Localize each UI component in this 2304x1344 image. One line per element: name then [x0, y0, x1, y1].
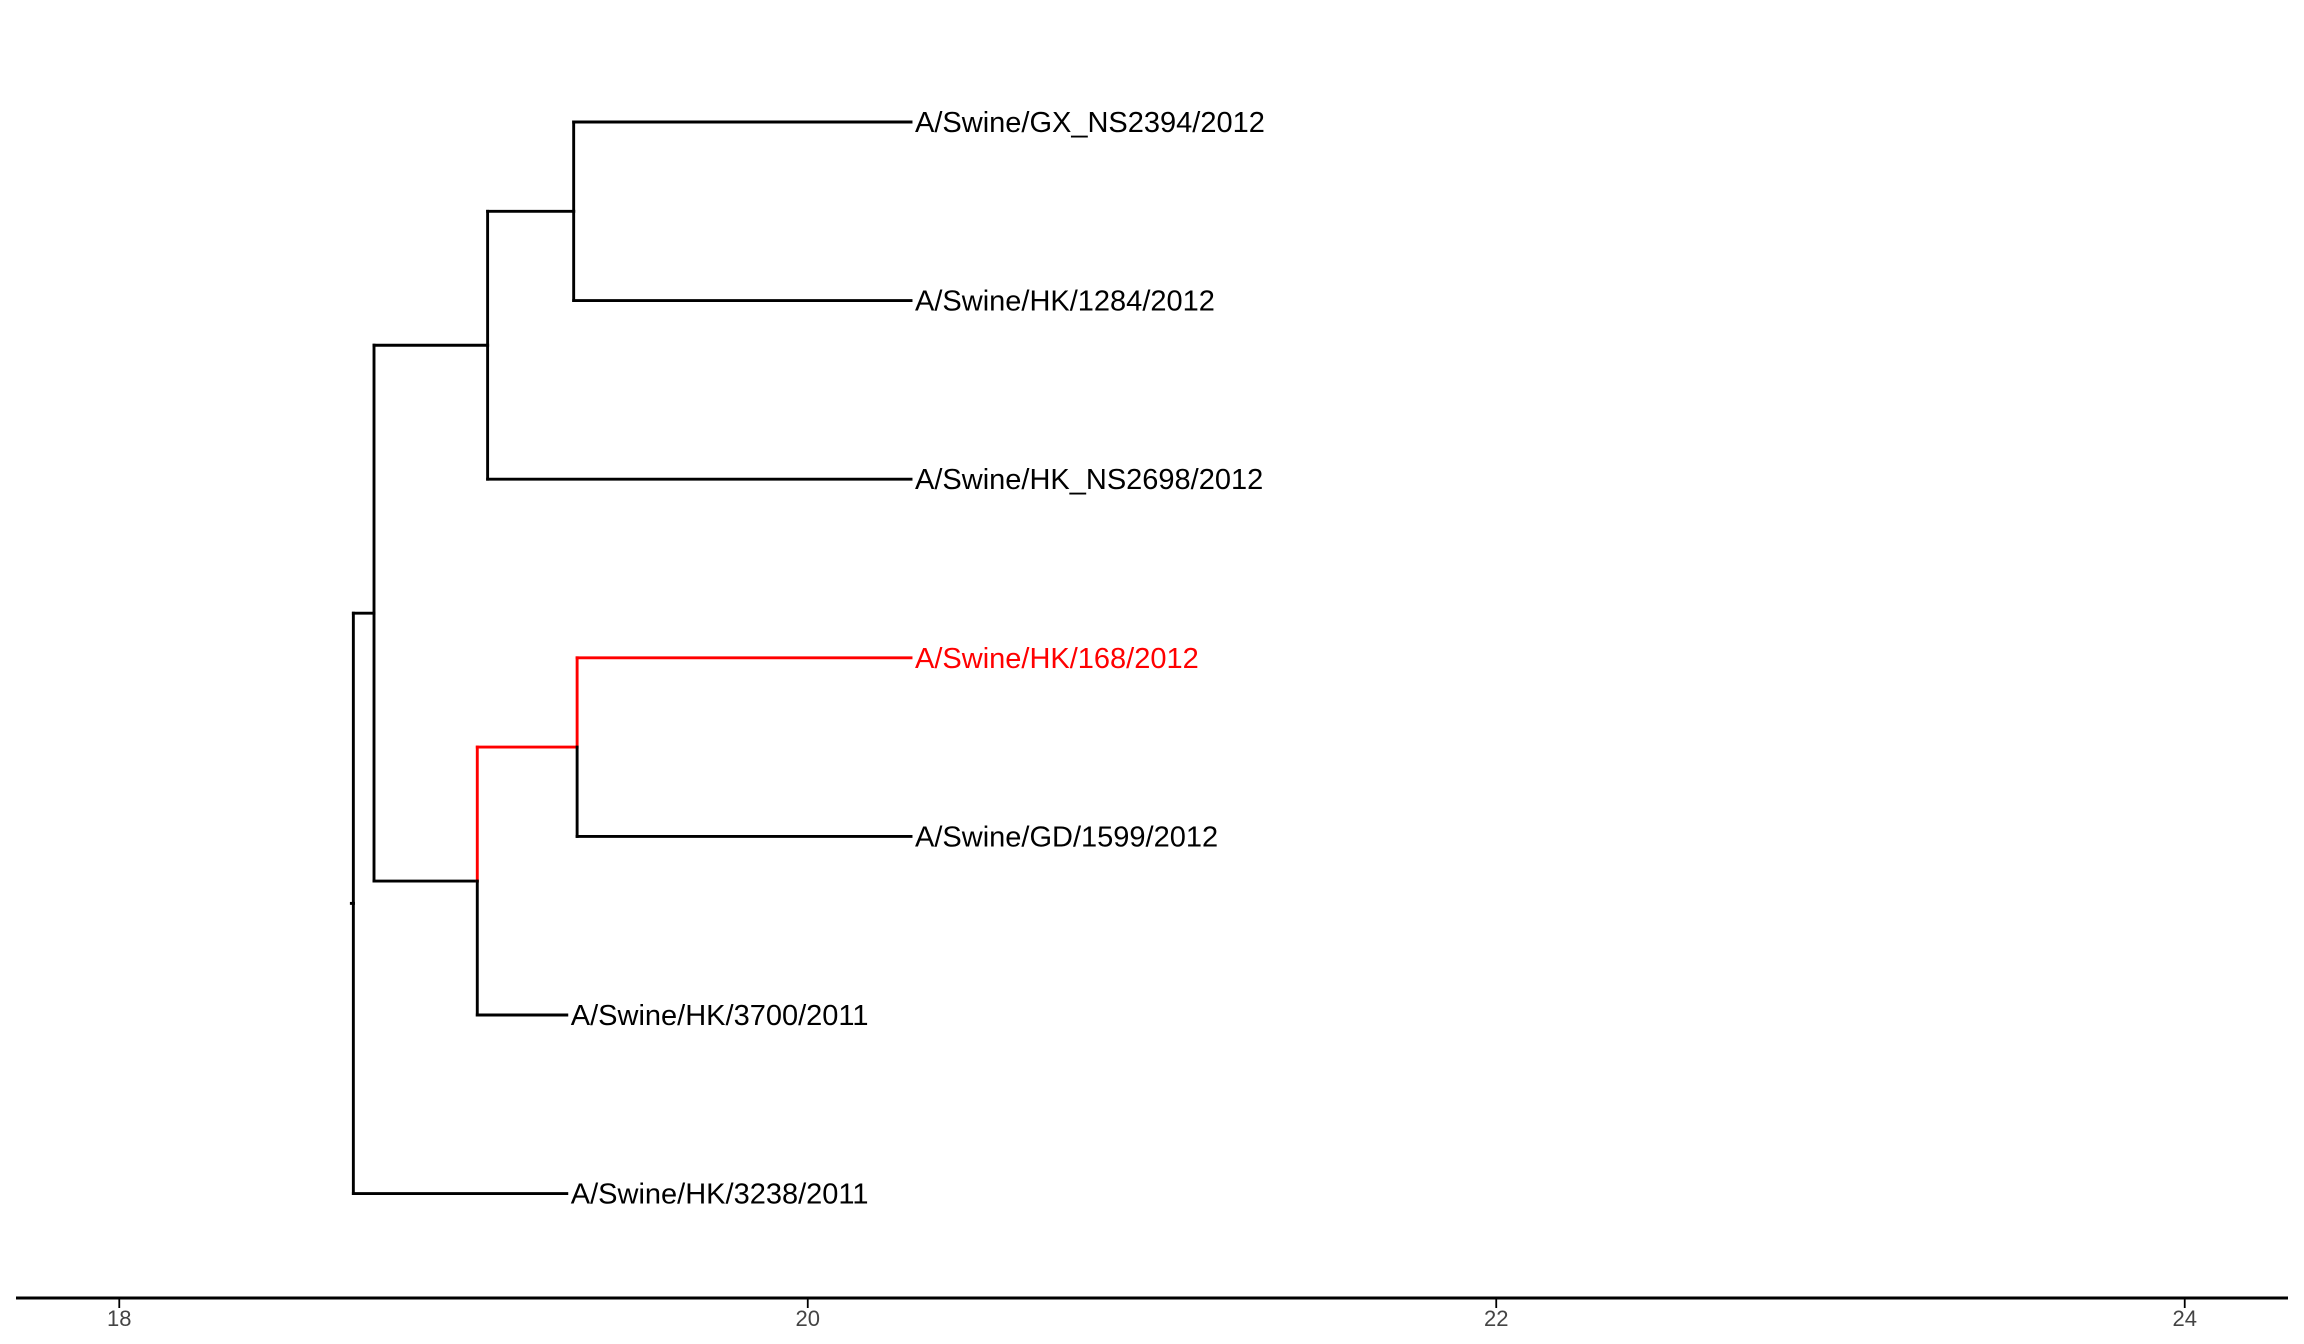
axis-tick-label: 20: [796, 1306, 820, 1331]
axis-tick-label: 18: [107, 1306, 131, 1331]
tip-label: A/Swine/HK/168/2012: [915, 643, 1199, 675]
tip-label: A/Swine/GD/1599/2012: [915, 821, 1218, 853]
tree-branches: [349, 120, 913, 1196]
axis-tick-label: 22: [1484, 1306, 1508, 1331]
tip-label: A/Swine/HK/3238/2011: [571, 1179, 869, 1211]
axis-tick-label: 24: [2172, 1306, 2196, 1331]
tip-label: A/Swine/HK/3700/2011: [571, 1000, 869, 1032]
tip-label: A/Swine/HK_NS2698/2012: [915, 464, 1263, 496]
time-axis: 18 20 22 24: [16, 1296, 2288, 1331]
axis-ticks: 18 20 22 24: [107, 1298, 2197, 1331]
tip-label: A/Swine/GX_NS2394/2012: [915, 107, 1265, 139]
tip-label: A/Swine/HK/1284/2012: [915, 286, 1215, 318]
tip-labels: A/Swine/GX_NS2394/2012 A/Swine/HK/1284/20…: [571, 107, 1265, 1211]
